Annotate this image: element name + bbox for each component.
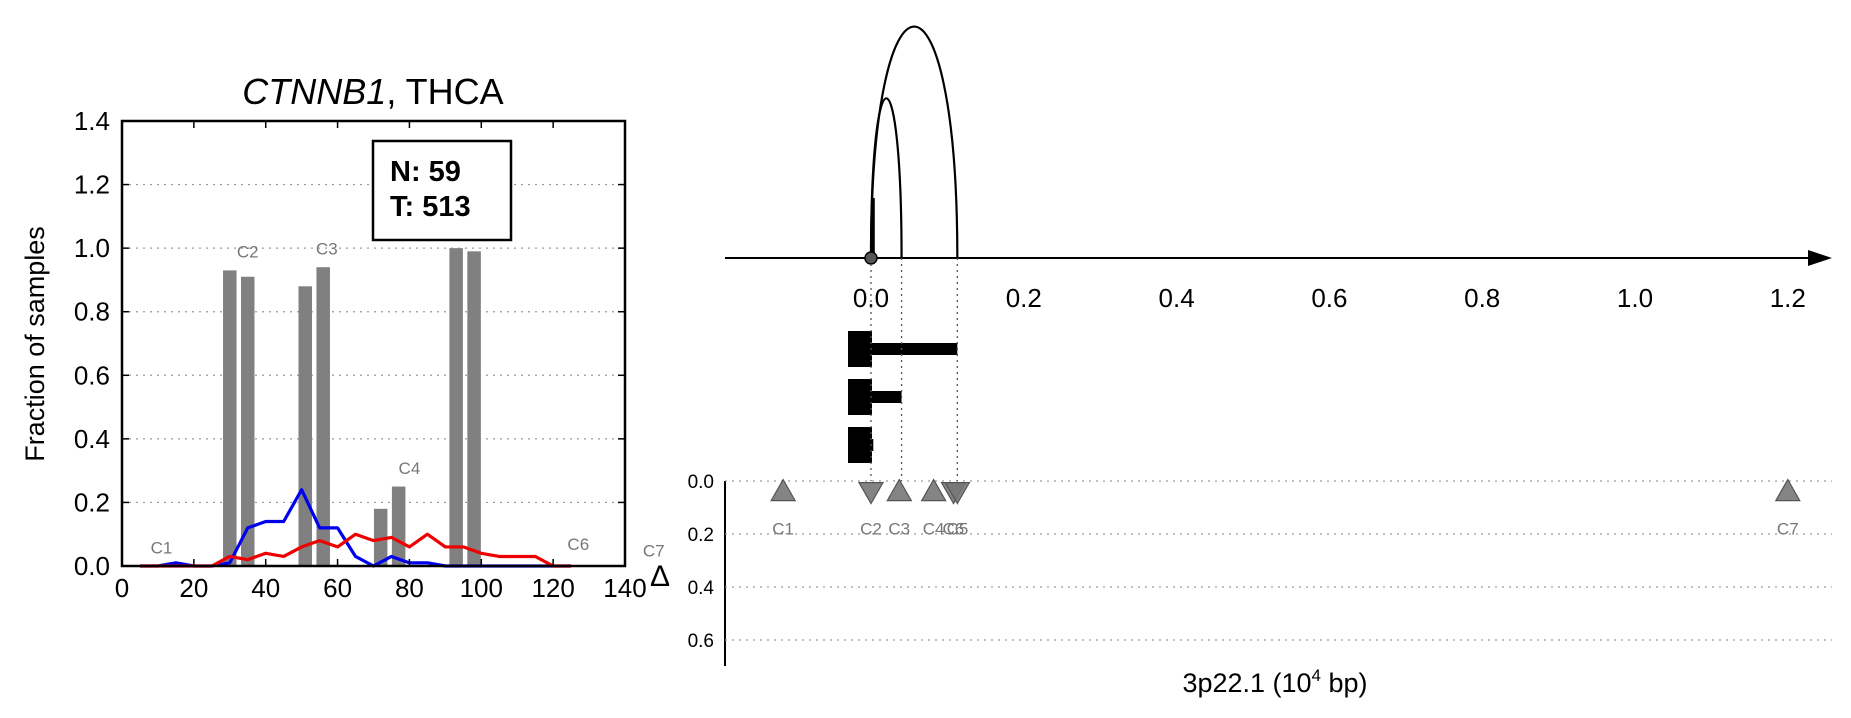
left-ylabel: Fraction of samples [20,226,50,462]
bar-3 [316,267,330,566]
left-xtick-label: 80 [395,573,424,603]
right-chart: 0.0 0.2 0.4 0.6 0.8 1.0 1.2 0.0 0.2 0.4 0.6 C1 C2 C3… [650,25,1832,698]
delta-label-c4: C4 [923,520,945,539]
left-ytick-label: 1.4 [74,106,110,136]
right-xtick-label: 0.2 [1006,283,1042,313]
delta-tick-label: 0.2 [688,525,714,546]
left-xtick-label: 140 [603,573,646,603]
arc-1 [869,25,959,259]
delta-marker-c2 [857,482,885,505]
delta-label: Δ [650,560,670,593]
delta-marker-c3 [886,478,913,502]
delta-tick-label: 0.4 [688,578,715,599]
legend-box-t: T: 513 [390,191,471,223]
bar-7 [467,251,481,567]
annotation-c2: C2 [237,243,259,262]
left-xtick-label: 100 [460,573,503,603]
right-axis-arrowhead [1808,250,1832,266]
left-ticks: 0.0 0.2 0.4 0.6 0.8 1.0 1.2 1.4 0 20 40 60 80 100 120 1… [74,106,647,603]
left-ytick-label: 0.0 [74,551,110,581]
left-chart: C1 C2 C3 C4 C6 C7 0.0 0.2 0.4 0.6 0.8 1.0 1.2 1.4 0 20… [20,71,665,603]
left-ytick-label: 1.2 [74,170,110,200]
right-xtick-label: 0.4 [1159,283,1195,313]
delta-label-c7: C7 [1777,520,1799,539]
left-ytick-label: 0.2 [74,487,110,517]
left-xtick-label: 20 [179,573,208,603]
series-line-blue [139,488,572,568]
series-line-red [139,532,572,568]
left-xtick-label: 0 [115,573,129,603]
delta-label-c3: C3 [888,520,910,539]
right-xlabel: 3p22.1 (104 bp) [1182,666,1367,698]
right-arcs [869,25,959,259]
right-xtick-label: 1.0 [1617,283,1653,313]
right-segments [848,331,958,463]
segment-bar-1 [848,391,902,403]
delta-marker-c4 [920,478,947,502]
annotation-c4: C4 [399,459,421,478]
delta-tick-label: 0.6 [688,631,714,652]
left-plot-frame [120,119,627,568]
right-axis-ticks: 0.0 0.2 0.4 0.6 0.8 1.0 1.2 [853,283,1806,313]
right-xtick-label: 0.6 [1311,283,1347,313]
bar-4 [373,508,388,566]
bar-5 [391,486,406,566]
right-xtick-label: 0.0 [853,283,889,313]
left-xtick-label: 60 [323,573,352,603]
delta-label-c5: C5 [947,520,969,539]
annotation-c3: C3 [316,240,338,259]
annotation-c6: C6 [567,535,589,554]
left-xtick-label: 40 [251,573,280,603]
delta-tick-label: 0.0 [688,472,714,493]
right-xtick-label: 1.2 [1770,283,1806,313]
delta-label-c1: C1 [772,520,794,539]
delta-marker-c6 [944,482,971,505]
bar-6 [449,248,463,566]
right-xtick-label: 0.8 [1464,283,1500,313]
left-ytick-label: 0.8 [74,297,110,327]
legend-box-frame [371,139,513,242]
legend-box: N: 59 T: 513 [371,139,513,242]
left-ytick-label: 0.6 [74,360,110,390]
left-title: CTNNB1, THCA [242,71,503,112]
bar-1 [241,276,255,566]
left-ytick-label: 1.0 [74,233,110,263]
delta-label-c2: C2 [860,520,882,539]
left-ytick-label: 0.4 [74,424,110,454]
annotation-c1: C1 [151,538,173,557]
left-annotations: C1 C2 C3 C4 C6 C7 [151,240,665,561]
delta-label-c6: C6 [942,520,964,539]
left-xtick-label: 120 [531,573,574,603]
bar-2 [298,286,312,566]
delta-marker-c7 [1774,478,1801,502]
bar-0 [223,270,237,566]
legend-box-n: N: 59 [390,156,461,188]
delta-marker-c1 [770,478,797,502]
arc-0 [869,97,903,259]
segment-bar-2 [848,439,874,451]
segment-bar-0 [848,343,958,355]
left-bars [223,248,481,567]
left-series-lines [139,488,572,568]
annotation-c7: C7 [643,541,665,560]
